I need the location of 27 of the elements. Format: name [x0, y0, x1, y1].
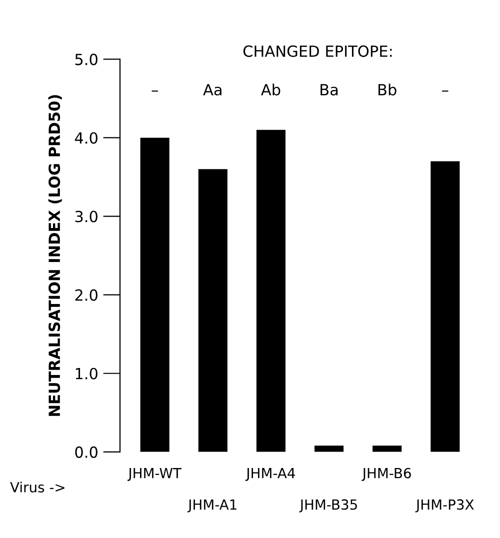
annotation: Ab — [261, 84, 280, 96]
annotation: – — [442, 90, 448, 92]
x-tick-label: JHM-A4 — [245, 468, 295, 481]
bar — [314, 446, 344, 452]
bar — [198, 169, 228, 452]
y-tick-label: 5.0 — [75, 54, 98, 66]
bar — [140, 138, 170, 452]
y-tick-label: 4.0 — [74, 132, 98, 144]
y-tick-label: 0.0 — [75, 446, 98, 458]
y-axis-title: NEUTRALISATION INDEX (LOG PRD50) — [48, 95, 62, 416]
text: Virus -> — [10, 482, 64, 492]
annotation: Bb — [378, 84, 396, 96]
bar — [256, 130, 286, 452]
annotation: – — [152, 90, 158, 92]
y-tick-label: 2.0 — [75, 289, 98, 301]
x-tick-label: JHM-B35 — [299, 499, 357, 512]
chart-title: CHANGED EPITOPE: — [243, 45, 392, 57]
y-tick-label: 3.0 — [75, 210, 98, 222]
annotation: Aa — [203, 84, 222, 96]
x-tick-label: JHM-P3X — [415, 499, 474, 512]
bar — [372, 446, 402, 452]
y-tick-label: 1.0 — [76, 368, 98, 380]
bar — [430, 161, 460, 452]
x-tick-label: JHM-A1 — [187, 499, 236, 512]
x-tick-label: JHM-B6 — [362, 468, 411, 481]
annotation: Ba — [320, 84, 338, 96]
x-tick-label: JHM-WT — [128, 468, 182, 481]
